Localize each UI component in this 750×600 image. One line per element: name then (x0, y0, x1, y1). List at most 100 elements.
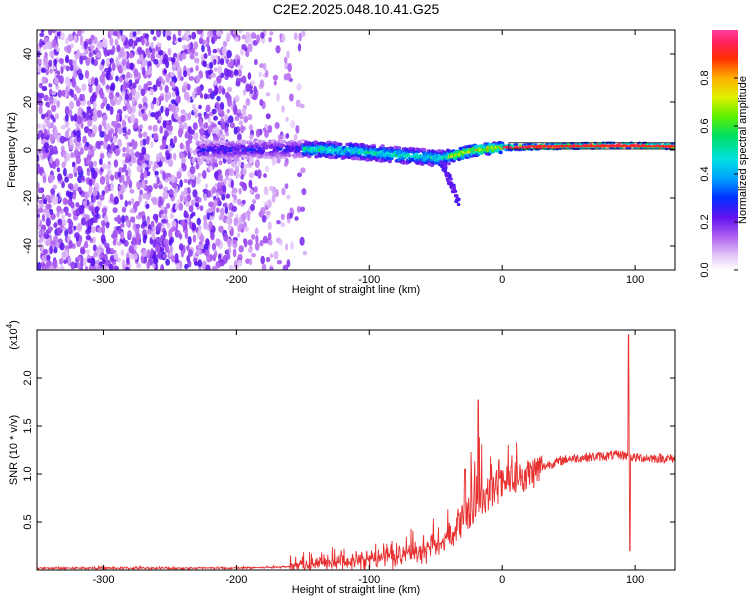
noise-speck (175, 91, 180, 97)
noise-speck (296, 83, 302, 91)
snr-multiplier: (x104) (5, 320, 20, 350)
noise-speck (244, 226, 249, 232)
noise-speck (102, 38, 108, 48)
noise-speck (196, 86, 201, 94)
noise-speck (113, 159, 119, 168)
noise-speck (150, 112, 156, 118)
signal-cell (329, 155, 334, 160)
noise-speck (172, 33, 176, 42)
noise-speck (191, 222, 197, 231)
noise-speck (100, 140, 104, 146)
noise-speck (283, 56, 288, 64)
noise-speck (100, 103, 105, 110)
noise-speck (208, 201, 214, 208)
noise-speck (283, 162, 288, 167)
noise-speck (138, 103, 143, 109)
noise-speck (127, 105, 133, 115)
noise-speck (131, 156, 137, 164)
noise-speck (102, 114, 108, 122)
noise-speck (82, 55, 87, 61)
noise-speck (70, 152, 75, 159)
noise-speck (194, 202, 200, 208)
noise-speck (60, 125, 66, 130)
noise-speck (38, 199, 44, 205)
noise-speck (92, 244, 97, 252)
noise-speck (213, 199, 218, 207)
noise-speck (113, 252, 119, 261)
noise-speck (192, 122, 198, 131)
noise-speck (109, 193, 114, 203)
signal-cell (672, 142, 675, 146)
noise-speck (234, 115, 240, 121)
noise-speck (131, 237, 137, 246)
noise-speck (139, 189, 143, 196)
noise-speck (48, 30, 53, 36)
noise-speck (101, 225, 106, 235)
noise-speck (136, 181, 142, 189)
noise-speck (250, 32, 257, 39)
signal-cell (260, 149, 266, 154)
noise-speck (42, 175, 47, 184)
snr-ytick-label: 1.5 (22, 418, 34, 433)
noise-speck (99, 74, 105, 84)
noise-speck (219, 215, 225, 221)
noise-speck (67, 44, 72, 54)
noise-speck (86, 199, 90, 207)
noise-speck (261, 263, 267, 270)
noise-speck (75, 156, 81, 165)
noise-speck (95, 140, 101, 149)
noise-speck (179, 179, 183, 188)
noise-speck (173, 135, 178, 144)
colorbar: 0.0 0.2 0.4 0.6 0.8 Normalized spectral ampl… (699, 30, 749, 278)
noise-speck (174, 204, 180, 211)
noise-speck (199, 205, 204, 212)
colorbar-tick-label: 0.2 (699, 214, 711, 229)
noise-speck (276, 220, 281, 225)
noise-speck (218, 225, 224, 233)
noise-speck (165, 150, 170, 157)
noise-speck (254, 242, 260, 251)
noise-speck (253, 186, 258, 193)
noise-speck (199, 128, 205, 136)
noise-speck (56, 47, 60, 52)
noise-speck (186, 83, 191, 91)
tail-cell (452, 190, 456, 194)
noise-speck (67, 235, 71, 243)
noise-speck (249, 189, 254, 195)
noise-speck (233, 260, 238, 268)
noise-speck (64, 130, 70, 139)
noise-speck (56, 31, 61, 37)
noise-speck (286, 194, 291, 200)
noise-speck (54, 196, 59, 204)
noise-speck (282, 264, 289, 270)
noise-speck (136, 263, 142, 269)
noise-speck (58, 258, 64, 265)
noise-speck (260, 255, 266, 265)
noise-speck (53, 235, 59, 244)
noise-speck (121, 119, 126, 128)
noise-speck (195, 75, 201, 84)
noise-speck (173, 111, 178, 120)
noise-speck (54, 77, 59, 85)
noise-speck (41, 254, 47, 263)
noise-speck (122, 152, 127, 158)
snr-line (37, 334, 675, 570)
noise-speck (109, 57, 114, 64)
noise-speck (143, 83, 149, 91)
signal-cell (565, 146, 569, 150)
signal-cell (307, 154, 312, 159)
noise-speck (168, 130, 173, 136)
noise-speck (123, 164, 127, 170)
noise-speck (226, 49, 232, 59)
noise-speck (42, 265, 48, 270)
noise-speck (166, 222, 171, 229)
noise-speck (166, 30, 172, 37)
noise-speck (281, 105, 285, 113)
noise-speck (147, 185, 153, 193)
noise-speck (54, 113, 60, 120)
noise-speck (299, 206, 306, 212)
noise-speck (168, 158, 174, 168)
noise-speck (43, 57, 48, 65)
noise-speck (140, 172, 145, 182)
noise-speck (132, 31, 137, 37)
